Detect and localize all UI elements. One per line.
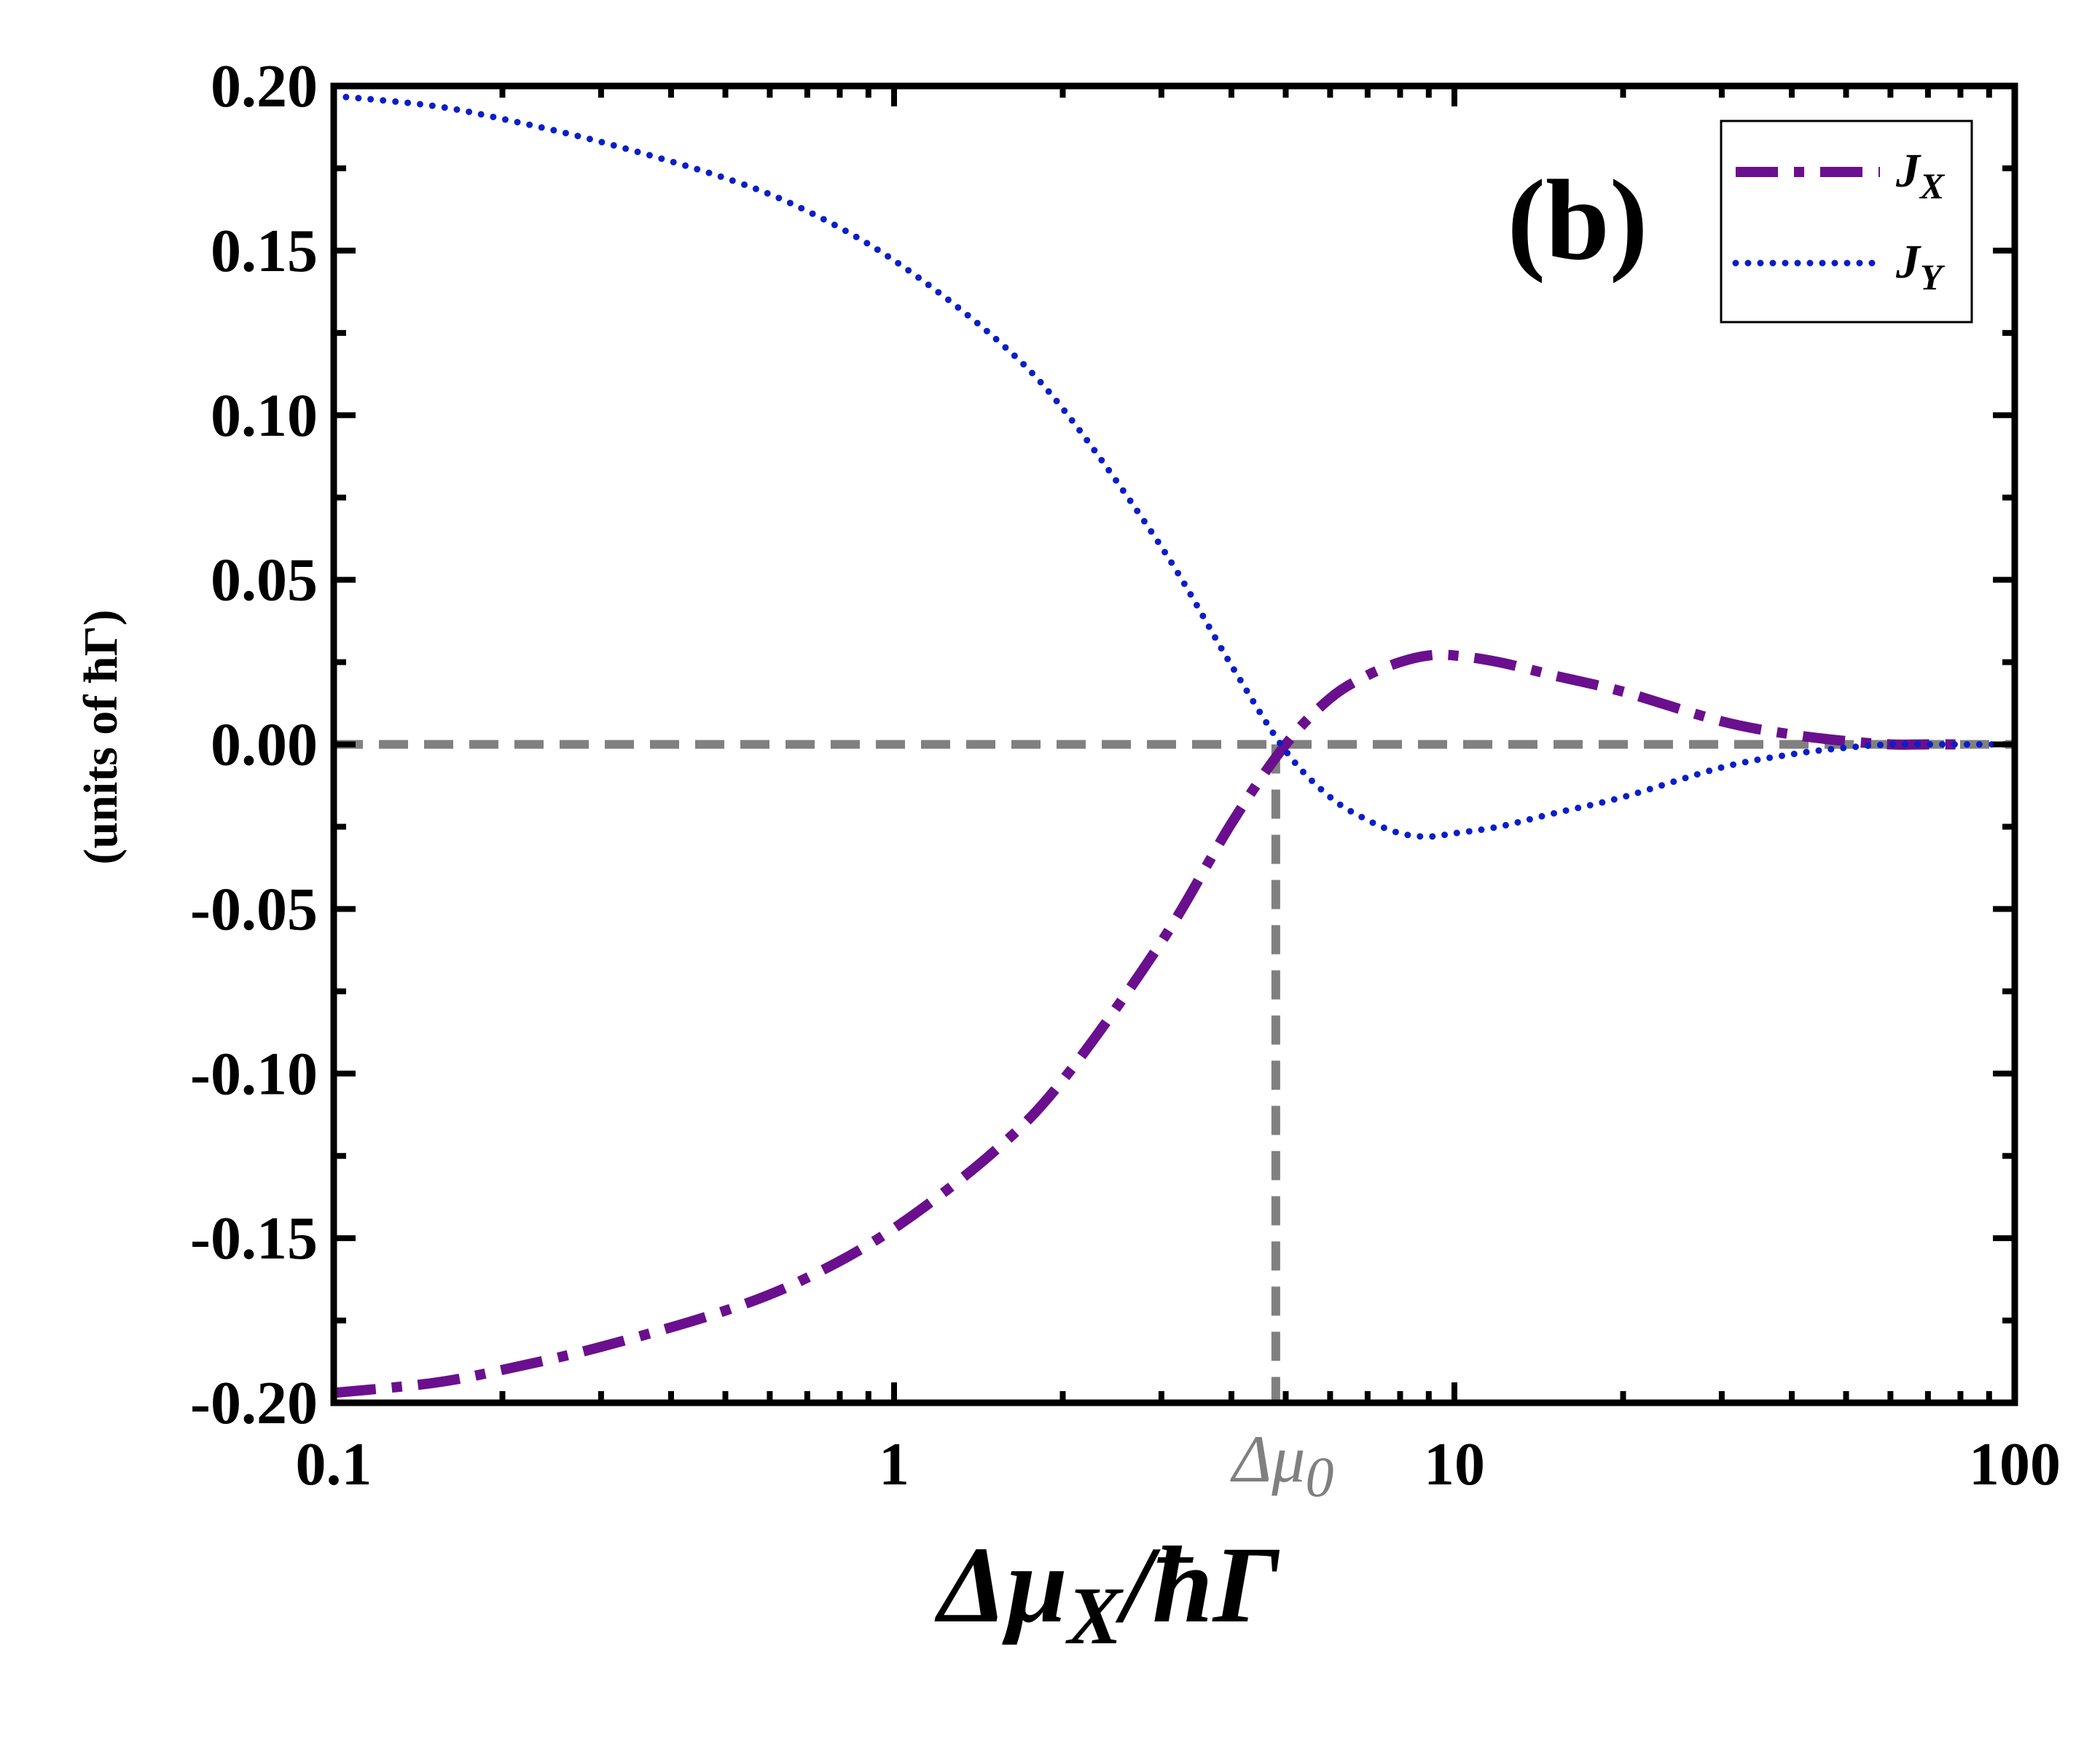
y-tick-label: -0.20 [190, 1369, 318, 1437]
y-tick-labels: -0.20 -0.15 -0.10 -0.05 0.00 0.05 0.10 0.15 0.20 [190, 52, 318, 1437]
x-axis-title: ΔμX/ħΓ [935, 1524, 1280, 1661]
y-tick-label: -0.05 [190, 875, 318, 943]
delta-mu0-label: Δμ0 [1229, 1422, 1333, 1508]
x-tick-label: 100 [1969, 1430, 2061, 1498]
legend-box [1720, 120, 1973, 324]
y-axis-title: (units of ħΓ) [74, 609, 128, 864]
legend-label-jy: JY [1895, 235, 1946, 297]
panel-label: (b) [1507, 157, 1648, 284]
legend-label-jx: JX [1895, 144, 1946, 206]
legend: JX JY [1720, 120, 1973, 324]
y-tick-label: 0.15 [211, 217, 318, 285]
series-layer [330, 93, 2018, 1398]
tick-layer [331, 83, 2018, 1406]
y-tick-label: 0.05 [211, 547, 318, 614]
x-tick-label: 10 [1424, 1430, 1485, 1498]
y-tick-label: -0.10 [190, 1040, 318, 1108]
x-tick-label: 1 [879, 1430, 909, 1498]
y-tick-label: 0.10 [211, 382, 318, 450]
x-tick-label: 0.1 [296, 1430, 372, 1498]
y-tick-label: -0.15 [190, 1205, 318, 1272]
x-tick-labels: 0.1 1 10 100 [296, 1430, 2061, 1498]
series-line-jy [330, 93, 2018, 840]
series-line-jx [333, 649, 1961, 1398]
y-tick-label: 0.00 [211, 711, 318, 779]
y-tick-label: 0.20 [211, 52, 318, 120]
